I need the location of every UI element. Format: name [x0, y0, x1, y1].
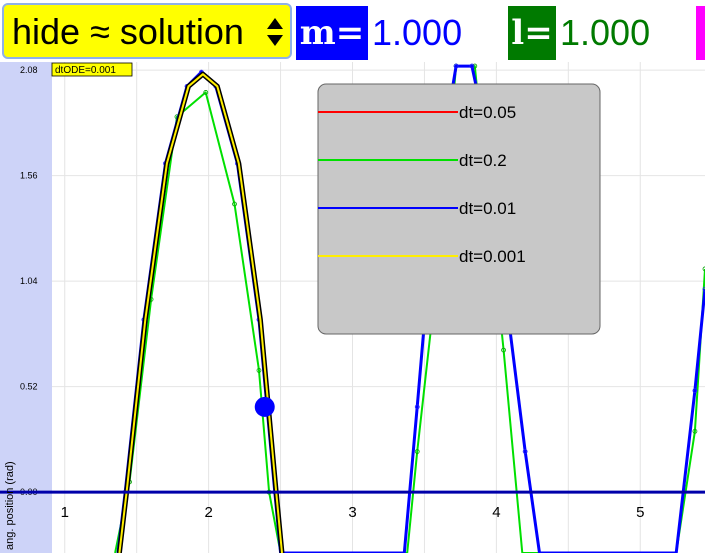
- series-point: [232, 201, 237, 207]
- legend[interactable]: dt=0.05 dt=0.2 dt=0.01 dt=0.001: [317, 83, 601, 335]
- series-point: [414, 449, 420, 454]
- legend-entry: dt=0.2: [459, 151, 507, 170]
- mass-label: m=: [296, 6, 368, 60]
- series-point: [414, 404, 420, 410]
- series-point: [203, 90, 209, 95]
- series-point: [501, 347, 506, 353]
- series-line: [118, 73, 283, 553]
- x-tick-label: 1: [61, 504, 69, 521]
- series-point: [469, 63, 475, 69]
- length-label: l=: [508, 6, 556, 60]
- mass-input[interactable]: 1.000: [368, 6, 506, 60]
- length-input[interactable]: 1.000: [556, 6, 694, 60]
- y-axis-label: ang. position (rad): [4, 461, 16, 550]
- x-tick-label: 2: [204, 504, 212, 521]
- series-point: [692, 388, 698, 394]
- solution-select[interactable]: hide ≈ solution: [2, 3, 292, 59]
- x-tick-label: 4: [492, 504, 500, 521]
- series-point: [702, 266, 705, 272]
- legend-entry: dt=0.001: [459, 247, 526, 266]
- y-tick-label: 0.52: [20, 382, 38, 392]
- series-lines: [114, 63, 705, 553]
- series-point: [453, 63, 459, 69]
- dt-badge: dtODE=0.001: [51, 62, 133, 77]
- y-axis-panel: [0, 62, 52, 553]
- y-tick-label: 1.04: [20, 276, 38, 286]
- x-tick-label: 5: [636, 504, 644, 521]
- series-point: [522, 449, 528, 454]
- y-tick-label: 1.56: [20, 171, 38, 181]
- series-point: [702, 286, 705, 292]
- legend-entry: dt=0.05: [459, 103, 516, 122]
- solution-select-value: hide ≈ solution: [12, 11, 244, 52]
- series-point: [692, 428, 698, 434]
- legend-entry: dt=0.01: [459, 199, 516, 218]
- dt-badge-text: dtODE=0.001: [55, 65, 116, 76]
- next-control-edge: [696, 6, 705, 60]
- y-tick-label: 2.08: [20, 65, 38, 75]
- control-bar: hide ≈ solution m= 1.000 l= 1.000: [0, 0, 705, 62]
- pendulum-marker[interactable]: [254, 396, 275, 417]
- series-point: [256, 367, 262, 373]
- select-arrows-icon: [267, 18, 283, 46]
- x-tick-label: 3: [348, 504, 356, 521]
